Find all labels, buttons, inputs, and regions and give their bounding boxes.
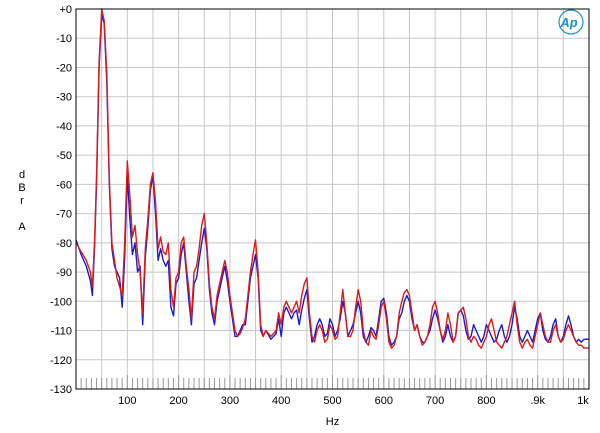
series-line-2: [75, 8, 589, 349]
y-tick-label: -110: [51, 326, 72, 338]
x-minor-ticks: [80, 375, 585, 389]
x-tick-label: 600: [375, 395, 393, 407]
y-axis-label-char: A: [18, 221, 26, 233]
x-tick-label: 200: [169, 395, 187, 407]
y-tick-label: -50: [56, 150, 72, 162]
x-axis-tick-labels: 100 200 300 400 500 600 700 800 .9k 1k: [118, 395, 589, 407]
ap-logo-text: Ap: [559, 15, 577, 30]
y-tick-label: -100: [50, 296, 72, 308]
ap-logo-ring: [558, 9, 584, 35]
y-tick-label: -80: [56, 238, 72, 250]
y-tick-label: -40: [56, 121, 72, 133]
y-tick-label: -20: [56, 62, 72, 74]
y-axis-tick-labels: +0 -10 -20 -30 -40 -50 -60 -70 -80 -90 -100 -110 -12…: [50, 4, 72, 396]
x-tick-label: 100: [118, 395, 136, 407]
x-tick-label: 500: [323, 395, 341, 407]
x-tick-label: 300: [221, 395, 239, 407]
plot-frame: [75, 8, 590, 390]
x-tick-label: 800: [477, 395, 495, 407]
y-tick-label: -60: [56, 179, 72, 191]
x-axis-label: Hz: [326, 416, 339, 428]
x-tick-label: 400: [272, 395, 290, 407]
y-tick-label: -130: [50, 384, 72, 396]
y-axis-label-char: d: [19, 169, 25, 181]
y-tick-label: -120: [50, 355, 72, 367]
x-tick-label: .9k: [530, 395, 545, 407]
y-tick-label: -10: [56, 33, 72, 45]
y-tick-label: +0: [59, 4, 72, 16]
y-tick-label: -70: [56, 209, 72, 221]
ap-logo: Ap: [558, 9, 584, 35]
x-tick-label: 1k: [577, 395, 589, 407]
y-tick-label: -30: [56, 92, 72, 104]
x-tick-label: 700: [426, 395, 444, 407]
y-axis-label-char: r: [20, 195, 24, 207]
y-axis-label-char: B: [18, 182, 25, 194]
series-layer: [75, 8, 589, 349]
y-axis-label: dBr A: [18, 169, 26, 233]
y-tick-label: -90: [56, 267, 72, 279]
